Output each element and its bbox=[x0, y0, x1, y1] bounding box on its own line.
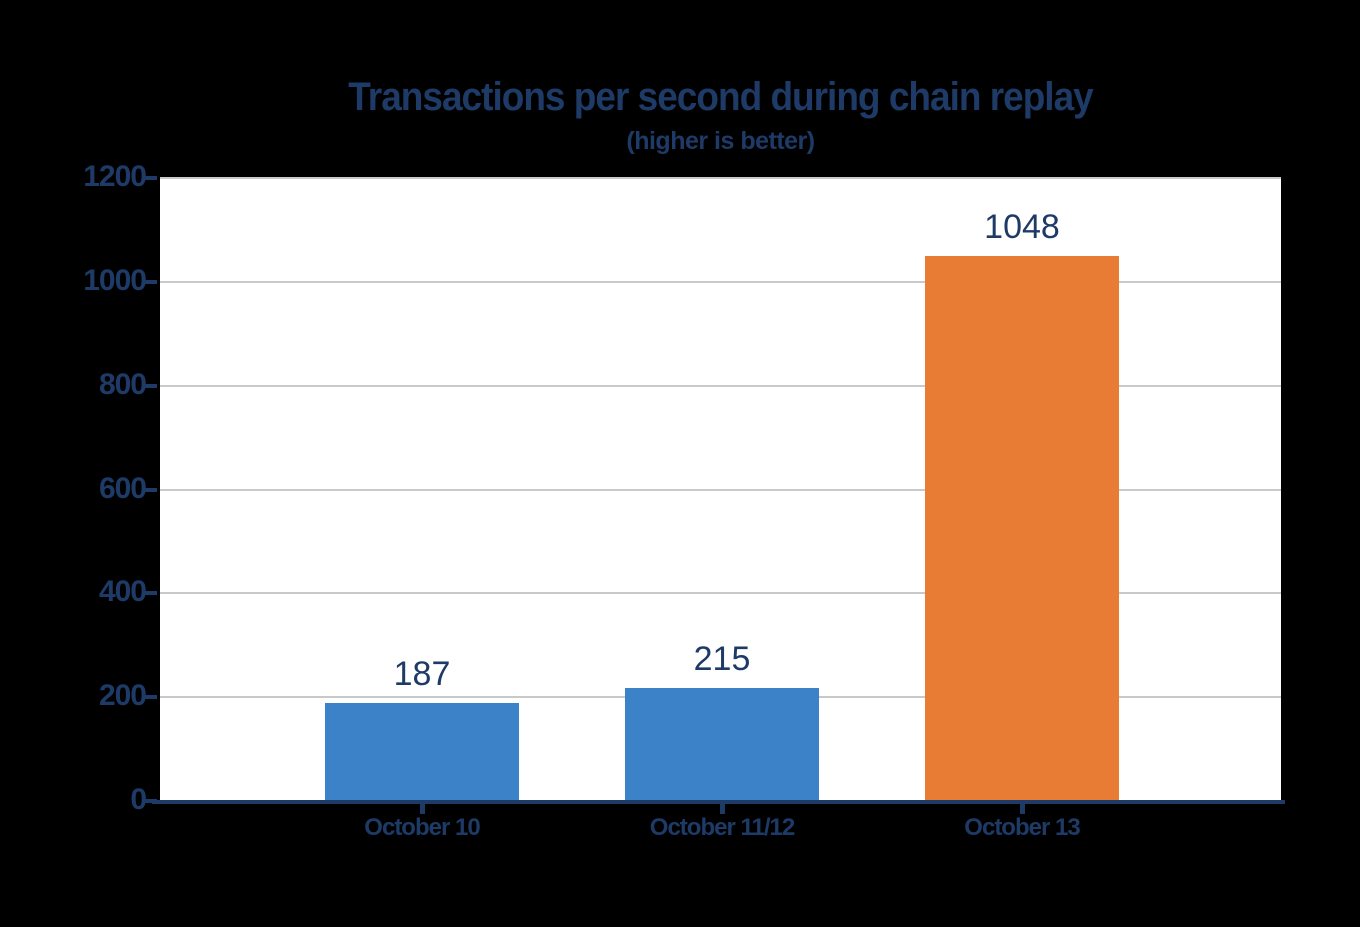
y-tick-label: 400 bbox=[98, 575, 147, 608]
x-tick-mark bbox=[420, 803, 425, 814]
y-tick-mark bbox=[144, 488, 157, 492]
y-tick-mark bbox=[144, 176, 157, 180]
x-axis-label: October 13 bbox=[964, 814, 1080, 841]
x-axis-label: October 10 bbox=[364, 814, 480, 841]
y-tick-label: 600 bbox=[98, 472, 147, 505]
x-tick-mark bbox=[720, 803, 725, 814]
y-tick-mark bbox=[144, 384, 157, 388]
y-tick-mark bbox=[144, 799, 157, 803]
y-tick-label: 200 bbox=[98, 679, 147, 712]
y-tick-label: 1000 bbox=[83, 264, 147, 297]
y-tick-mark bbox=[144, 591, 157, 595]
plot-area bbox=[160, 177, 1281, 800]
x-axis-line bbox=[152, 800, 1285, 804]
gridline bbox=[160, 489, 1281, 491]
y-tick-label: 0 bbox=[130, 783, 147, 816]
y-tick-mark bbox=[144, 280, 157, 284]
y-tick-mark bbox=[144, 695, 157, 699]
x-tick-mark bbox=[1020, 803, 1025, 814]
gridline bbox=[160, 281, 1281, 283]
x-axis-label: October 11/12 bbox=[649, 814, 795, 841]
chart-title: Transactions per second during chain rep… bbox=[348, 74, 1094, 119]
gridline bbox=[160, 177, 1281, 179]
bar bbox=[625, 688, 819, 800]
y-tick-label: 1200 bbox=[83, 160, 147, 193]
bar bbox=[325, 703, 519, 800]
y-tick-label: 800 bbox=[98, 368, 147, 401]
gridline bbox=[160, 592, 1281, 594]
bar-value-label: 187 bbox=[393, 655, 451, 693]
gridline bbox=[160, 385, 1281, 387]
bar-value-label: 215 bbox=[693, 640, 751, 678]
chart-subtitle: (higher is better) bbox=[626, 127, 815, 155]
bar bbox=[925, 256, 1119, 800]
bar-value-label: 1048 bbox=[984, 208, 1060, 246]
